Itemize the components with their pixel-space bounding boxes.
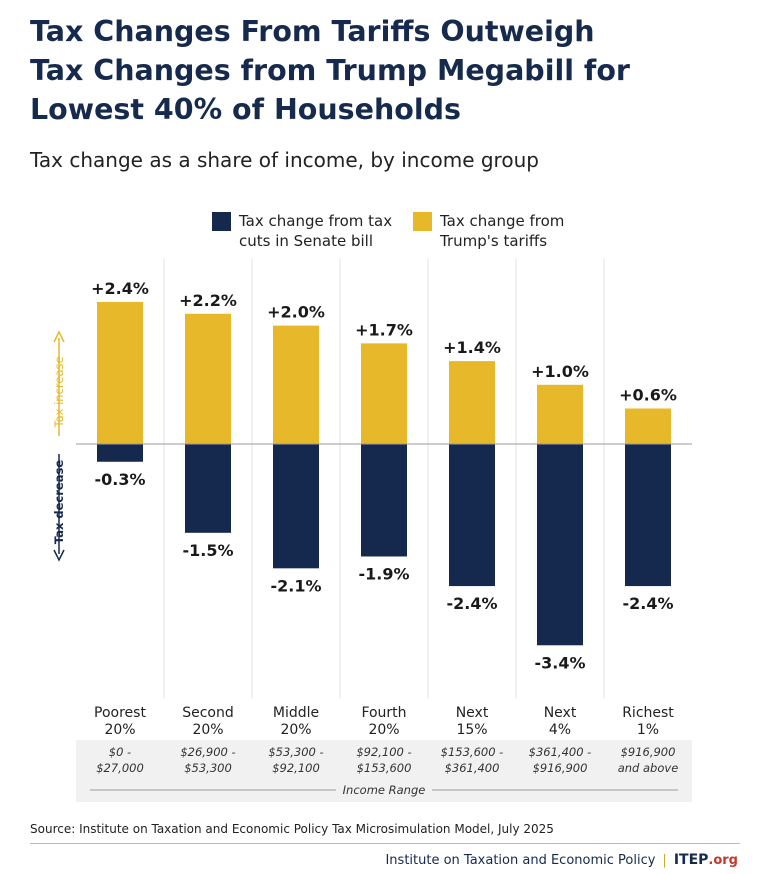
income-range-label: $53,300 - [268,745,323,759]
category-label: Middle [273,705,319,721]
income-range-label: $361,400 - [529,745,592,759]
senate-bill-bar [361,444,407,557]
category-label: 1% [637,722,659,738]
income-range-title: Income Range [343,783,426,797]
income-range-label: $361,400 [445,761,500,775]
senate-bill-bar [97,444,143,462]
legend-item-tariffs: Tax change from Trump's tariffs [413,211,600,251]
tariff-bar [537,384,583,444]
income-range-label: $153,600 - [441,745,504,759]
senate-bill-value-label: -1.9% [358,564,409,583]
legend-label: Tax change from tax cuts in Senate bill [239,212,393,250]
income-range-label: $92,100 [272,761,320,775]
income-range-label: $916,900 [621,745,676,759]
gold-square-icon [413,212,432,231]
income-range-label: $53,300 [184,761,232,775]
senate-bill-bar [625,444,671,587]
category-label: Richest [622,705,674,721]
chart-subtitle: Tax change as a share of income, by inco… [30,148,539,172]
senate-bill-bar [185,444,231,533]
arrow-down-icon [53,549,65,562]
tariff-bar [97,301,143,444]
income-range-label: and above [618,761,679,775]
tariff-bar [273,325,319,444]
senate-bill-value-label: -2.4% [446,594,497,613]
senate-bill-bar [449,444,495,587]
income-range-label: $916,900 [533,761,588,775]
tariff-bar [361,343,407,444]
source-note: Source: Institute on Taxation and Econom… [30,822,554,836]
tariff-value-label: +2.0% [267,303,325,322]
chart-title: Tax Changes From Tariffs Outweigh Tax Ch… [30,12,750,129]
legend-item-senate-bill: Tax change from tax cuts in Senate bill [212,211,399,251]
category-label: 20% [368,722,399,738]
senate-bill-bar [273,444,319,569]
income-range-label: $153,600 [357,761,412,775]
income-range-label: $27,000 [96,761,144,775]
income-range-label: $0 - [109,745,131,759]
senate-bill-bar [537,444,583,646]
footer-divider [30,843,740,844]
category-label: 4% [549,722,571,738]
itep-logo: ITEP.org [673,852,738,868]
tariff-value-label: +1.0% [531,362,589,381]
senate-bill-value-label: -0.3% [94,470,145,489]
footer-separator: | [662,852,667,868]
legend: Tax change from tax cuts in Senate bill … [0,211,768,251]
category-label: Fourth [361,705,406,721]
category-label: Poorest [94,705,146,721]
category-label: 20% [104,722,135,738]
title-line: Lowest 40% of Households [30,93,461,126]
income-range-panel [76,740,692,802]
category-label: 15% [456,722,487,738]
footer-org-name: Institute on Taxation and Economic Polic… [385,852,656,868]
tariff-value-label: +1.7% [355,320,413,339]
tariff-value-label: +1.4% [443,338,501,357]
tariff-value-label: +0.6% [619,385,677,404]
income-range-label: $26,900 - [180,745,235,759]
tariff-value-label: +2.4% [91,279,149,298]
category-label: 20% [192,722,223,738]
tariff-bar [449,361,495,444]
title-line: Tax Changes From Tariffs Outweigh [30,15,595,48]
category-label: Next [456,705,489,721]
tax-increase-label: Tax increase [52,356,66,428]
tariff-value-label: +2.2% [179,291,237,310]
legend-label: Tax change from Trump's tariffs [440,212,565,250]
category-label: Second [182,705,234,721]
tariff-bar [185,313,231,444]
income-range-label: $92,100 - [356,745,411,759]
category-label: Next [544,705,577,721]
senate-bill-value-label: -1.5% [182,541,233,560]
category-label: 20% [280,722,311,738]
senate-bill-value-label: -3.4% [534,653,585,672]
navy-square-icon [212,212,231,231]
tariff-bar [625,408,671,444]
tax-decrease-label: Tax decrease [52,460,66,544]
arrow-up-icon [53,330,65,343]
senate-bill-value-label: -2.1% [270,576,321,595]
title-line: Tax Changes from Trump Megabill for [30,54,630,87]
footer: Institute on Taxation and Economic Polic… [385,852,738,868]
senate-bill-value-label: -2.4% [622,594,673,613]
